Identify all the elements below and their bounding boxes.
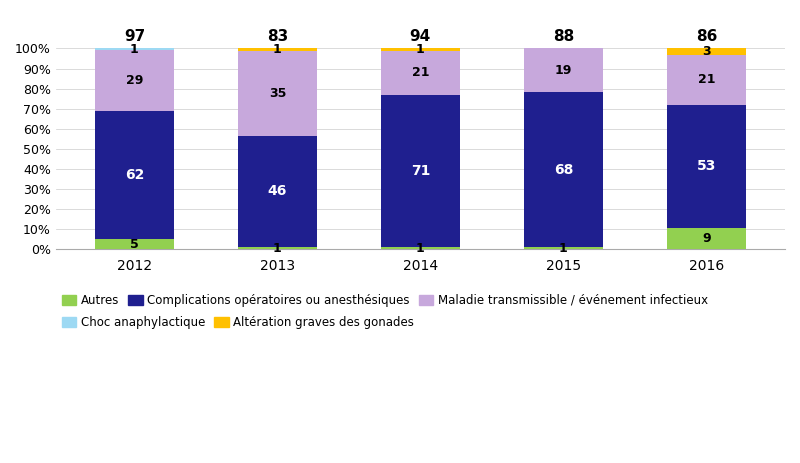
Text: 53: 53: [697, 159, 716, 174]
Bar: [381, 95, 460, 247]
Text: 21: 21: [412, 67, 429, 80]
Text: 1: 1: [273, 242, 282, 255]
Text: 62: 62: [125, 168, 144, 182]
Bar: [95, 50, 174, 111]
Text: 1: 1: [559, 242, 568, 255]
Text: 9: 9: [702, 232, 710, 245]
Bar: [381, 50, 460, 95]
Text: 35: 35: [269, 87, 286, 100]
Text: 46: 46: [268, 184, 287, 198]
Text: 94: 94: [410, 29, 431, 44]
Bar: [238, 49, 317, 51]
Text: 68: 68: [554, 163, 573, 176]
Legend: Choc anaphylactique, Altération graves des gonades: Choc anaphylactique, Altération graves d…: [62, 316, 414, 329]
Bar: [524, 92, 602, 247]
Bar: [667, 228, 746, 250]
Bar: [667, 105, 746, 228]
Text: 5: 5: [130, 238, 138, 251]
Text: 19: 19: [554, 63, 572, 76]
Bar: [667, 49, 746, 56]
Text: 1: 1: [273, 43, 282, 56]
Text: 83: 83: [266, 29, 288, 44]
Bar: [238, 51, 317, 136]
Text: 86: 86: [696, 29, 717, 44]
Bar: [381, 49, 460, 50]
Text: 21: 21: [698, 74, 715, 87]
Bar: [381, 247, 460, 250]
Text: 71: 71: [410, 164, 430, 178]
Text: 97: 97: [124, 29, 145, 44]
Bar: [95, 49, 174, 50]
Bar: [238, 136, 317, 247]
Text: 1: 1: [130, 43, 138, 56]
Text: 1: 1: [416, 242, 425, 255]
Text: 88: 88: [553, 29, 574, 44]
Text: 3: 3: [702, 45, 710, 58]
Text: 1: 1: [416, 43, 425, 56]
Bar: [95, 239, 174, 250]
Bar: [524, 49, 602, 92]
Bar: [524, 247, 602, 250]
Bar: [667, 56, 746, 105]
Bar: [238, 247, 317, 250]
Bar: [95, 111, 174, 239]
Text: 29: 29: [126, 74, 143, 87]
